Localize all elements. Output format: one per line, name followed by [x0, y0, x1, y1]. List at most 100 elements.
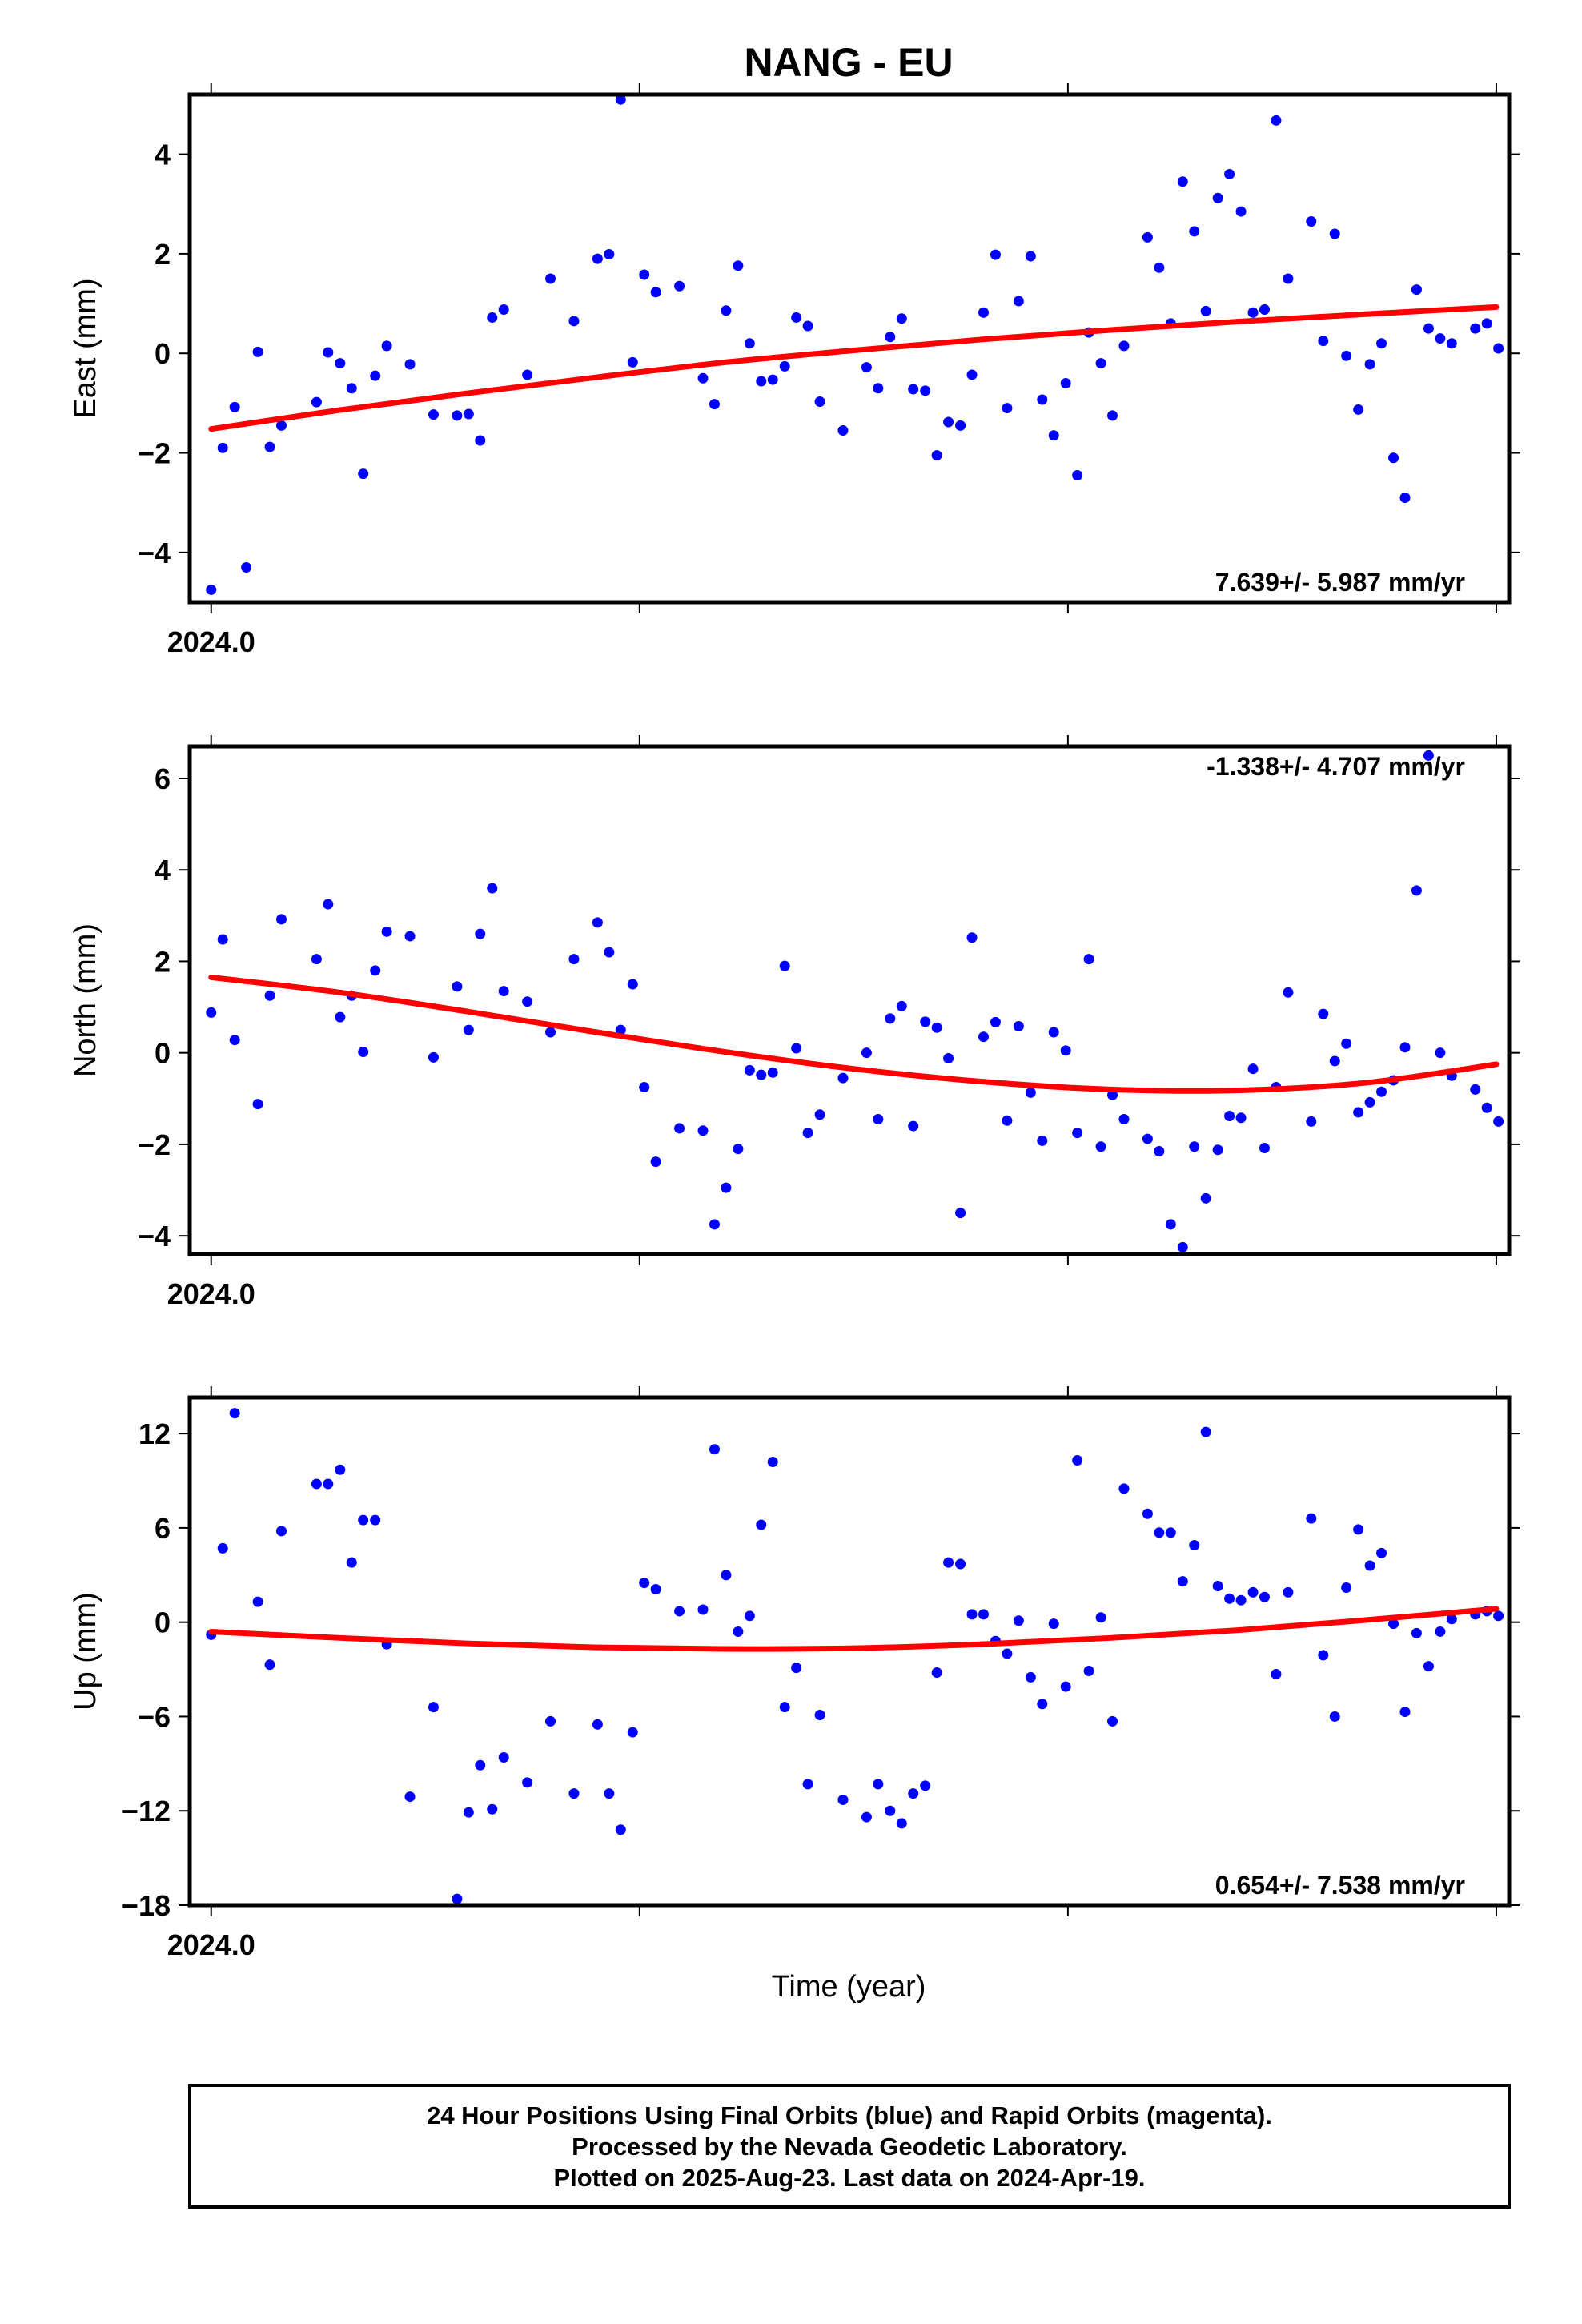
data-point — [943, 1557, 954, 1568]
data-point — [358, 1514, 369, 1526]
data-point — [206, 584, 217, 595]
data-point — [908, 384, 919, 395]
data-point — [674, 280, 685, 292]
data-point — [335, 1464, 346, 1475]
data-point — [475, 928, 486, 939]
data-point — [229, 1408, 240, 1419]
data-point — [1364, 359, 1375, 370]
data-point — [1423, 1661, 1434, 1672]
data-point — [1435, 333, 1446, 344]
data-point — [1318, 1008, 1329, 1019]
data-point — [1060, 1045, 1071, 1056]
data-point — [1247, 1063, 1259, 1075]
data-point — [428, 409, 439, 420]
data-point — [943, 1053, 954, 1064]
data-point — [1341, 1582, 1352, 1594]
data-point — [1423, 750, 1434, 761]
data-point — [1271, 115, 1282, 126]
data-point — [358, 468, 369, 480]
y-axis-label: Up (mm) — [69, 1592, 102, 1711]
data-point — [404, 1791, 416, 1803]
data-point — [1259, 1142, 1270, 1153]
data-point — [1329, 1055, 1340, 1067]
data-point — [955, 1208, 966, 1219]
data-point — [217, 934, 228, 945]
data-point — [1048, 1027, 1059, 1038]
data-point — [615, 1024, 626, 1035]
data-point — [955, 1558, 966, 1570]
data-point — [1470, 1084, 1481, 1095]
data-points — [206, 94, 1504, 595]
data-point — [241, 561, 252, 573]
data-point — [1060, 378, 1071, 389]
y-tick-label: −6 — [138, 1700, 171, 1733]
data-point — [1259, 304, 1270, 316]
data-point — [779, 960, 790, 971]
data-point — [908, 1120, 919, 1132]
data-point — [404, 931, 416, 942]
data-point — [966, 932, 978, 943]
data-point — [756, 1519, 767, 1530]
data-point — [463, 1024, 474, 1035]
data-point — [1142, 1133, 1153, 1144]
y-tick-label: −18 — [122, 1889, 171, 1922]
data-point — [791, 1663, 802, 1674]
data-point — [1411, 284, 1422, 296]
data-point — [1072, 470, 1083, 480]
data-point — [229, 1035, 240, 1046]
data-point — [1200, 1426, 1211, 1437]
data-point — [370, 370, 381, 381]
data-point — [978, 307, 989, 318]
data-point — [990, 1016, 1001, 1027]
data-point — [837, 1072, 849, 1084]
data-point — [861, 1047, 872, 1059]
data-point — [873, 1114, 884, 1125]
data-point — [978, 1031, 989, 1043]
y-tick-label: −2 — [138, 1128, 171, 1161]
data-point — [1388, 452, 1399, 464]
data-point — [885, 332, 896, 343]
north-panel: 2024.0 −4 −2 0 2 4 6 North (mm) -1.338+/- 4.707 … — [69, 735, 1520, 1310]
data-point — [522, 1777, 533, 1788]
caption-frame — [188, 2084, 1511, 2209]
data-point — [1013, 1021, 1024, 1032]
caption-line-3: Plotted on 2025-Aug-23. Last data on 202… — [553, 2164, 1145, 2192]
y-tick-label: 6 — [155, 1512, 171, 1545]
data-point — [1095, 358, 1106, 369]
data-point — [674, 1606, 685, 1617]
data-point — [1002, 1648, 1013, 1659]
data-point — [1177, 1241, 1188, 1252]
y-tick-label: −12 — [122, 1795, 171, 1827]
data-point — [920, 385, 931, 396]
data-point — [1048, 1618, 1059, 1630]
data-point — [335, 1011, 346, 1023]
data-point — [276, 914, 287, 925]
data-point — [1107, 410, 1118, 421]
data-point — [276, 420, 287, 431]
data-point — [545, 1715, 556, 1727]
rate-label: 0.654+/- 7.538 mm/yr — [1215, 1871, 1465, 1900]
data-point — [697, 372, 709, 384]
data-point — [885, 1805, 896, 1816]
data-point — [487, 312, 498, 323]
data-point — [615, 1824, 626, 1835]
data-point — [767, 1456, 778, 1467]
fit-curve — [208, 304, 1500, 432]
data-point — [463, 1807, 474, 1818]
data-point — [1118, 340, 1130, 352]
data-point — [1200, 1192, 1211, 1204]
data-point — [1095, 1612, 1106, 1623]
data-point — [639, 269, 650, 280]
data-point — [756, 376, 767, 387]
data-point — [721, 1570, 732, 1581]
data-point — [1341, 350, 1352, 361]
data-point — [1470, 323, 1481, 334]
data-point — [861, 1811, 872, 1823]
data-point — [873, 1779, 884, 1790]
data-point — [498, 304, 509, 316]
data-point — [568, 316, 580, 327]
data-point — [1189, 226, 1200, 237]
data-point — [1002, 403, 1013, 414]
data-point — [487, 1803, 498, 1815]
data-point — [1013, 296, 1024, 307]
